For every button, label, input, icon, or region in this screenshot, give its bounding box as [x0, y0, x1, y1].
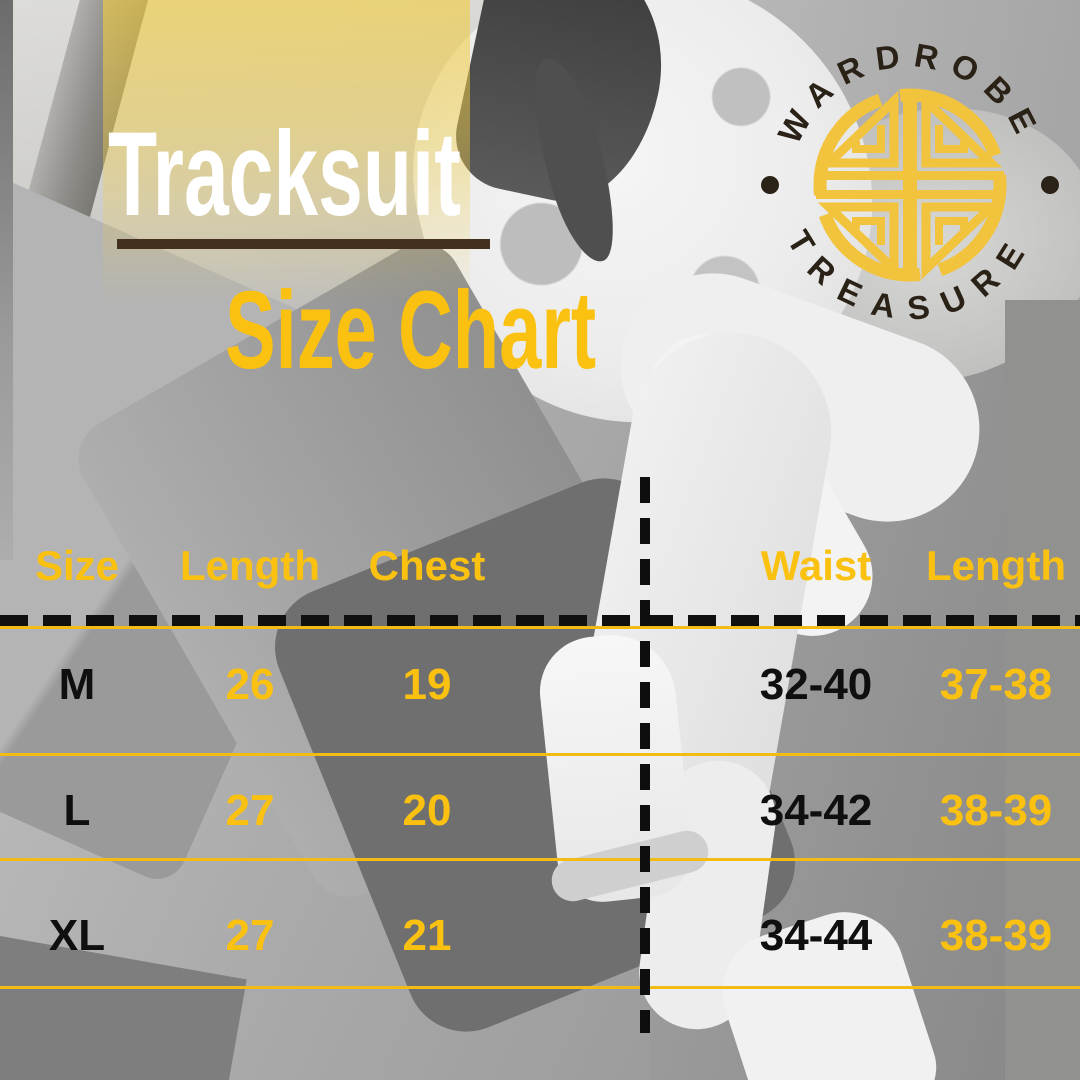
row-separator-line — [0, 858, 1080, 861]
product-title: Tracksuit — [108, 107, 462, 241]
length2-value: 38-39 — [939, 786, 1053, 835]
size-label: L — [63, 786, 91, 835]
brand-logo: WARDROBE TREASURE — [761, 36, 1059, 327]
waist-value: 32-40 — [759, 660, 873, 709]
yellow-gradient-overlay — [103, 0, 470, 305]
column-header-length: Length — [180, 542, 320, 589]
chest-value: 21 — [402, 911, 452, 960]
waist-value: 34-44 — [759, 911, 873, 960]
waist-value: 34-42 — [759, 786, 873, 835]
column-header-size: Size — [34, 542, 120, 589]
chest-value: 20 — [402, 786, 452, 835]
logo-left-dot — [761, 176, 779, 194]
frame-edge-shape — [0, 0, 13, 560]
couch-corner-shape — [0, 923, 247, 1080]
header-separator-dashed-line — [0, 615, 1080, 627]
page-subtitle: Size Chart — [225, 269, 597, 392]
length-value: 27 — [225, 786, 275, 835]
column-header-chest: Chest — [368, 542, 486, 589]
length2-value: 38-39 — [939, 911, 1053, 960]
logo-right-dot — [1041, 176, 1059, 194]
header-separator-yellow-line — [0, 626, 1080, 629]
column-header-waist: Waist — [760, 542, 872, 589]
title-underline — [117, 239, 490, 249]
chest-value: 19 — [402, 660, 452, 709]
row-separator-line — [0, 986, 1080, 989]
length-value: 27 — [225, 911, 275, 960]
length2-value: 37-38 — [939, 660, 1053, 709]
column-header-length-pant: Length — [926, 542, 1066, 589]
size-label: XL — [48, 911, 106, 960]
vertical-dashed-divider — [640, 477, 650, 1033]
row-separator-line — [0, 753, 1080, 756]
size-label: M — [58, 660, 96, 709]
length-value: 26 — [225, 660, 275, 709]
prosperity-emblem-icon — [813, 88, 1007, 282]
couch-arm-shape — [1005, 300, 1080, 1080]
